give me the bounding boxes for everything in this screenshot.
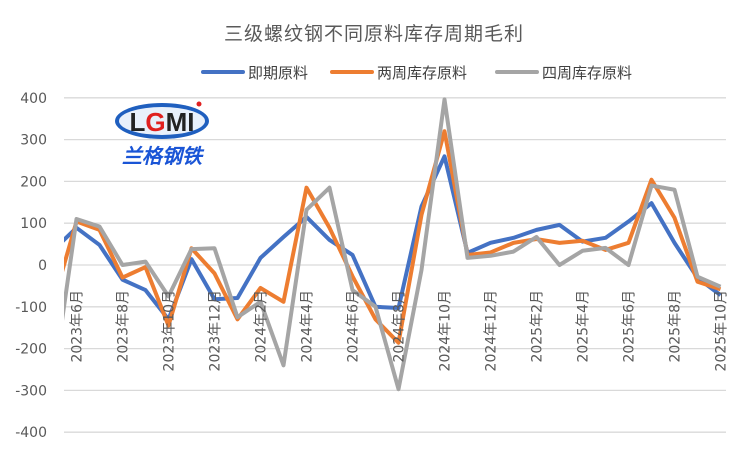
chart-title: 三级螺纹钢不同原料库存周期毛利 <box>224 23 524 45</box>
x-tick-label: 2025年6月 <box>622 290 638 363</box>
x-tick-label: 2025年8月 <box>668 290 684 363</box>
x-tick-label: 2023年6月 <box>70 290 86 363</box>
x-tick-label: 2024年12月 <box>484 290 500 371</box>
x-axis: 2023年6月 2023年8月 2023年10月 2023年12月 2024年2月 202… <box>70 290 730 371</box>
y-tick-label: 400 <box>20 91 47 107</box>
x-tick-label: 2024年10月 <box>438 290 454 371</box>
x-tick-label: 2025年4月 <box>576 290 592 363</box>
y-tick-label: 0 <box>38 258 47 274</box>
legend: 即期原料 两周库存原料 四周库存原料 <box>201 64 632 82</box>
y-axis: 400 300 200 100 0 -100 -200 -300 -400 <box>15 91 47 441</box>
x-tick-label: 2025年10月 <box>714 290 730 371</box>
x-tick-label: 2025年2月 <box>530 290 546 363</box>
y-tick-label: 300 <box>20 133 47 149</box>
lgmi-logo: LGMI 兰格钢铁 <box>115 101 209 168</box>
x-tick-label: 2023年12月 <box>208 290 224 371</box>
legend-item: 四周库存原料 <box>495 64 632 82</box>
series-line-2 <box>64 97 722 392</box>
x-tick-label: 2023年10月 <box>162 290 178 371</box>
legend-item: 即期原料 <box>201 64 308 82</box>
y-tick-label: -200 <box>15 342 47 358</box>
y-tick-label: -100 <box>15 300 47 316</box>
x-tick-label: 2024年2月 <box>254 290 270 363</box>
legend-item: 两周库存原料 <box>330 64 467 82</box>
logo-subtitle: 兰格钢铁 <box>122 144 205 168</box>
y-tick-label: 200 <box>20 174 47 190</box>
logo-text: LGMI <box>129 107 194 137</box>
y-tick-label: -400 <box>15 425 47 441</box>
x-tick-label: 2023年8月 <box>116 290 132 363</box>
legend-label: 四周库存原料 <box>542 64 632 82</box>
x-tick-label: 2024年8月 <box>392 290 408 363</box>
x-tick-label: 2024年6月 <box>346 290 362 363</box>
y-tick-label: 100 <box>20 216 47 232</box>
legend-label: 两周库存原料 <box>377 64 467 82</box>
y-tick-label: -300 <box>15 383 47 399</box>
series-group <box>64 97 722 392</box>
x-tick-label: 2024年4月 <box>300 290 316 363</box>
legend-label: 即期原料 <box>248 64 308 82</box>
